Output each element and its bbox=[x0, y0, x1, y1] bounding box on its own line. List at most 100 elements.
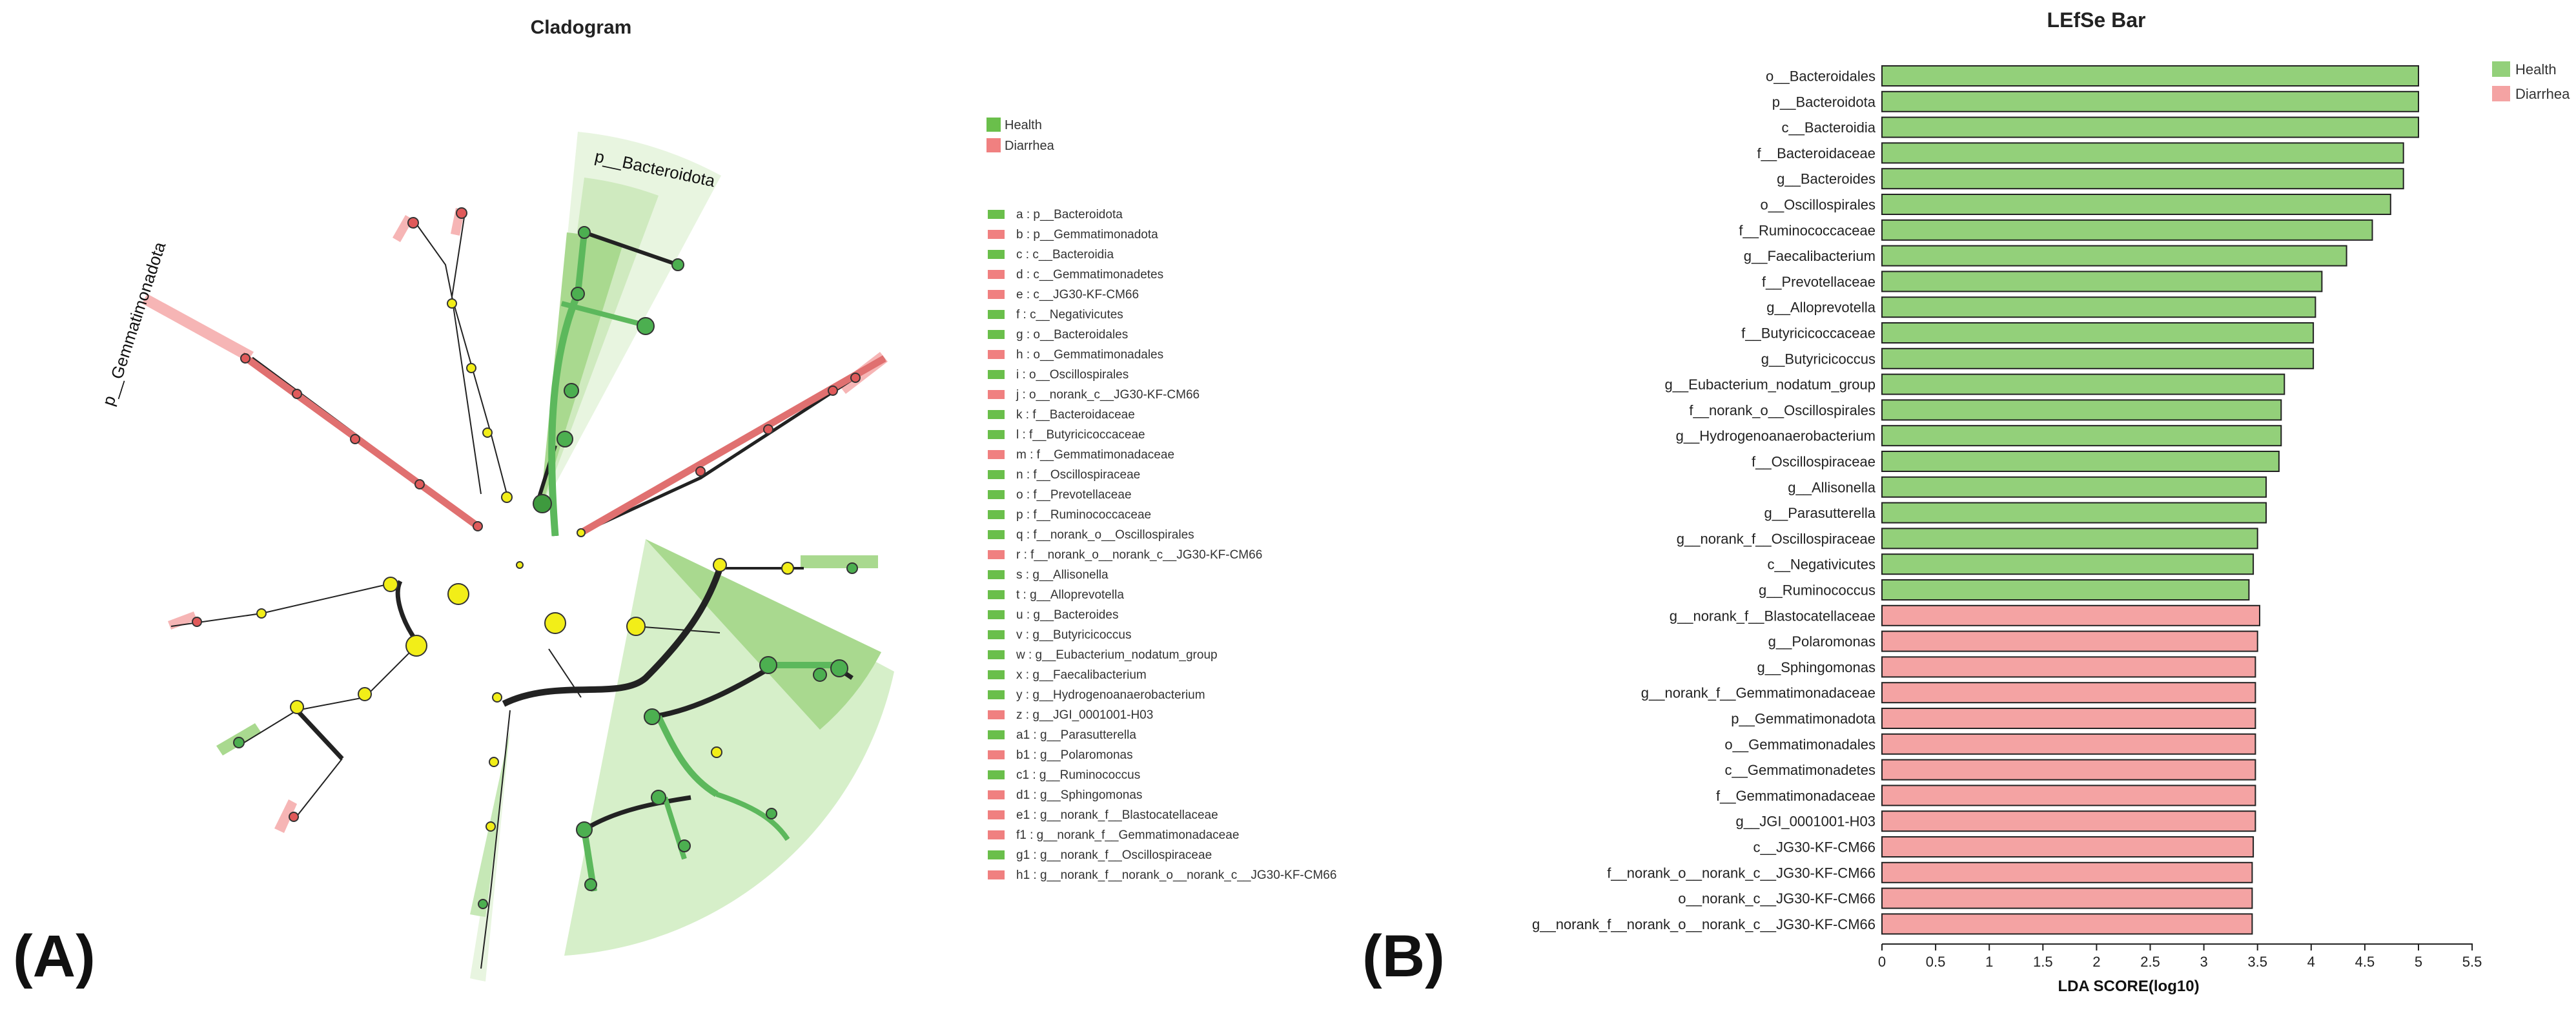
node-g1 bbox=[678, 839, 691, 852]
legend-diarrhea-label: Diarrhea bbox=[1005, 139, 1055, 153]
bar-label: g__Bacteroides bbox=[1777, 171, 1876, 187]
node-gem-3 bbox=[292, 389, 302, 399]
panel-b: (B) LEfSe Bar o__Bacteroidales p__Bactero… bbox=[1362, 8, 2570, 995]
bar-label: p__Gemmatimonadota bbox=[1731, 711, 1876, 727]
node-ruminococcaceae bbox=[759, 656, 777, 674]
node-parasutterella bbox=[766, 808, 777, 819]
key-item: k : f__Bacteroidaceae bbox=[1016, 408, 1135, 422]
node-jg30-b bbox=[763, 424, 773, 435]
bar-diarrhea bbox=[1881, 836, 2254, 858]
lefse-x-axis-label: LDA SCORE(log10) bbox=[2058, 978, 2199, 995]
lefse-category-labels: o__Bacteroidales p__Bacteroidota c__Bacter… bbox=[1532, 68, 1876, 932]
lefse-legend-health-label: Health bbox=[2515, 61, 2557, 77]
node-jg30-c bbox=[828, 385, 838, 396]
key-item: z : g__JGI_0001001-H03 bbox=[1016, 708, 1153, 722]
key-item: b : p__Gemmatimonadota bbox=[1016, 228, 1158, 241]
bar-health bbox=[1881, 168, 2404, 190]
sector-gemmatimonadota bbox=[142, 294, 254, 362]
key-swatch bbox=[988, 510, 1005, 519]
key-item: o : f__Prevotellaceae bbox=[1016, 488, 1132, 502]
panel-b-label: (B) bbox=[1362, 923, 1445, 989]
key-item: g1 : g__norank_f__Oscillospiraceae bbox=[1016, 848, 1212, 862]
node-gem-2 bbox=[350, 434, 360, 444]
key-item: j : o__norank_c__JG30-KF-CM66 bbox=[1016, 388, 1200, 402]
node-neg-a bbox=[492, 692, 502, 703]
bar-label: f__Butyricicoccaceae bbox=[1741, 325, 1876, 342]
branch-neg-b bbox=[635, 626, 721, 633]
branch-jg30-colored bbox=[579, 355, 886, 536]
key-swatch bbox=[988, 430, 1005, 439]
bar-diarrhea bbox=[1881, 630, 2258, 652]
lefse-bars bbox=[1881, 65, 2419, 935]
cladogram-nodes bbox=[192, 207, 861, 909]
bar-health bbox=[1881, 245, 2347, 267]
branch-polaro bbox=[293, 758, 343, 821]
branch-neg-a bbox=[548, 648, 582, 698]
key-item: h1 : g__norank_f__norank_o__norank_c__JG… bbox=[1016, 868, 1336, 882]
key-swatch bbox=[988, 710, 1005, 719]
key-swatch bbox=[988, 790, 1005, 799]
key-item: c1 : g__Ruminococcus bbox=[1016, 768, 1140, 782]
key-item: b1 : g__Polaromonas bbox=[1016, 748, 1133, 762]
bar-label: c__Bacteroidia bbox=[1781, 119, 1876, 136]
node-negativicutes bbox=[544, 612, 566, 634]
key-item: p : f__Ruminococcaceae bbox=[1016, 508, 1151, 522]
branch-norank-osc bbox=[583, 795, 691, 832]
bar-label: o__norank_c__JG30-KF-CM66 bbox=[1678, 890, 1876, 907]
bar-diarrhea bbox=[1881, 682, 2256, 704]
x-tick-label: 1 bbox=[1985, 954, 1993, 970]
bar-label: g__Hydrogenoanaerobacterium bbox=[1676, 428, 1876, 444]
panel-a-label: (A) bbox=[13, 923, 96, 989]
bar-diarrhea bbox=[1881, 887, 2253, 909]
bar-diarrhea bbox=[1881, 656, 2256, 678]
key-item: x : g__Faecalibacterium bbox=[1016, 668, 1147, 682]
key-swatch bbox=[988, 770, 1005, 779]
lefse-x-ticks: 0 0.5 1 1.5 2 2.5 3 3.5 4 4.5 5 5.5 bbox=[1878, 944, 2482, 970]
bar-label: o__Oscillospirales bbox=[1760, 197, 1876, 213]
key-swatch bbox=[988, 530, 1005, 539]
key-item: i : o__Oscillospirales bbox=[1016, 368, 1129, 382]
branch-gem-mid bbox=[451, 296, 507, 495]
x-tick-label: 2 bbox=[2092, 954, 2100, 970]
bar-diarrhea bbox=[1881, 810, 2256, 832]
bar-health bbox=[1881, 579, 2250, 601]
key-item: y : g__Hydrogenoanaerobacterium bbox=[1016, 688, 1205, 702]
key-swatch bbox=[988, 490, 1005, 499]
bar-label: g__norank_f__Blastocatellaceae bbox=[1670, 608, 1876, 624]
legend-health-swatch bbox=[986, 118, 1001, 132]
bar-diarrhea bbox=[1881, 708, 2256, 729]
branch-sphingo bbox=[170, 584, 388, 627]
bar-health bbox=[1881, 65, 2419, 87]
key-item: v : g__Butyricicoccus bbox=[1016, 628, 1131, 642]
bar-health bbox=[1881, 271, 2323, 293]
bar-label: g__Polaromonas bbox=[1768, 633, 1876, 650]
bar-health bbox=[1881, 347, 2315, 369]
bar-label: c__Negativicutes bbox=[1767, 557, 1876, 573]
node-eub-a bbox=[713, 558, 727, 572]
node-polaromonas bbox=[289, 812, 299, 822]
x-tick-label: 3 bbox=[2200, 954, 2207, 970]
bar-label: g__Allisonella bbox=[1788, 479, 1876, 495]
node-root bbox=[516, 561, 524, 569]
bar-label: f__Bacteroidaceae bbox=[1757, 145, 1876, 161]
key-item: n : f__Oscillospiraceae bbox=[1016, 468, 1140, 482]
node-eub-b bbox=[781, 562, 794, 575]
branch-bact2-colored bbox=[575, 232, 588, 294]
key-swatch bbox=[988, 210, 1005, 219]
node-allisonella bbox=[478, 899, 488, 909]
branch-firmicutes bbox=[502, 567, 723, 707]
bar-label: g__norank_f__Gemmatimonadaceae bbox=[1641, 685, 1876, 701]
bar-label: g__norank_f__Oscillospiraceae bbox=[1677, 531, 1876, 547]
node-neg-c bbox=[486, 821, 496, 832]
x-tick-label: 5 bbox=[2415, 954, 2422, 970]
key-item: f1 : g__norank_f__Gemmatimonadaceae bbox=[1016, 828, 1239, 842]
node-osc-mid bbox=[711, 746, 722, 758]
sector-bacteroidota-mid bbox=[540, 178, 659, 513]
key-swatch bbox=[988, 690, 1005, 699]
key-swatch bbox=[988, 370, 1005, 379]
node-gem-a bbox=[447, 298, 457, 309]
sector-label-gemmatimonadota: p__Gemmatimonadota bbox=[98, 240, 169, 408]
key-swatch bbox=[988, 390, 1005, 399]
node-gem-1 bbox=[414, 479, 425, 489]
key-swatch bbox=[988, 630, 1005, 639]
